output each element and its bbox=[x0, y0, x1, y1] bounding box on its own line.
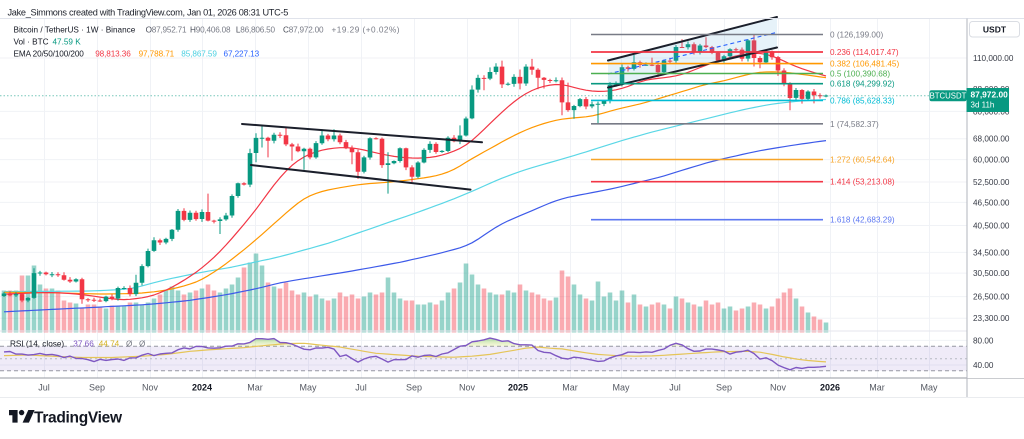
svg-text:52,500.00: 52,500.00 bbox=[973, 178, 1010, 187]
svg-text:40,500.00: 40,500.00 bbox=[973, 222, 1010, 231]
svg-text:O87,952.71: O87,952.71 bbox=[146, 25, 187, 34]
svg-text:May: May bbox=[612, 383, 630, 393]
svg-text:Jul: Jul bbox=[669, 383, 681, 393]
svg-text:Ø: Ø bbox=[139, 340, 146, 349]
svg-text:0.786 (85,628.33): 0.786 (85,628.33) bbox=[830, 96, 895, 105]
svg-text:Bitcoin / TetherUS · 1W · Bina: Bitcoin / TetherUS · 1W · Binance bbox=[14, 25, 136, 34]
svg-text:RSI (14, close): RSI (14, close) bbox=[10, 340, 64, 349]
svg-text:0 (126,199.00): 0 (126,199.00) bbox=[830, 31, 884, 40]
svg-text:USDT: USDT bbox=[983, 25, 1007, 35]
svg-text:Nov: Nov bbox=[459, 383, 476, 393]
svg-text:Mar: Mar bbox=[247, 383, 263, 393]
svg-text:87,972.00: 87,972.00 bbox=[971, 89, 1009, 99]
svg-text:BTCUSDT: BTCUSDT bbox=[930, 91, 967, 100]
svg-text:46,500.00: 46,500.00 bbox=[973, 198, 1010, 207]
svg-text:44.74: 44.74 bbox=[99, 340, 120, 349]
svg-text:Sep: Sep bbox=[716, 383, 732, 393]
svg-text:+19.29 (+0.02%): +19.29 (+0.02%) bbox=[332, 25, 401, 34]
svg-text:Ø: Ø bbox=[126, 340, 133, 349]
svg-text:23,300.00: 23,300.00 bbox=[973, 314, 1010, 323]
svg-text:30,500.00: 30,500.00 bbox=[973, 269, 1010, 278]
svg-text:2025: 2025 bbox=[508, 383, 528, 393]
svg-text:80.00: 80.00 bbox=[973, 336, 994, 345]
svg-text:May: May bbox=[299, 383, 317, 393]
svg-text:0.236 (114,017.47): 0.236 (114,017.47) bbox=[830, 48, 899, 57]
svg-text:0.618 (94,299.92): 0.618 (94,299.92) bbox=[830, 80, 895, 89]
svg-text:68,000.00: 68,000.00 bbox=[973, 135, 1010, 144]
svg-text:L86,806.50: L86,806.50 bbox=[236, 25, 276, 34]
svg-text:Jul: Jul bbox=[38, 383, 50, 393]
svg-text:May: May bbox=[920, 383, 938, 393]
svg-text:0.382 (106,481.45): 0.382 (106,481.45) bbox=[830, 60, 899, 69]
svg-text:1.414 (53,213.08): 1.414 (53,213.08) bbox=[830, 178, 895, 187]
svg-text:Jul: Jul bbox=[355, 383, 367, 393]
svg-text:1 (74,582.37): 1 (74,582.37) bbox=[830, 120, 879, 129]
svg-text:H90,406.08: H90,406.08 bbox=[190, 25, 231, 34]
svg-text:Sep: Sep bbox=[89, 383, 105, 393]
svg-text:Vol · BTC: Vol · BTC bbox=[14, 37, 49, 46]
svg-text:26,500.00: 26,500.00 bbox=[973, 293, 1010, 302]
svg-text:Sep: Sep bbox=[406, 383, 422, 393]
svg-text:0.5 (100,390.68): 0.5 (100,390.68) bbox=[830, 70, 890, 79]
svg-text:67,227.13: 67,227.13 bbox=[224, 49, 260, 58]
svg-text:TradingView: TradingView bbox=[34, 410, 123, 427]
svg-text:47.59 K: 47.59 K bbox=[53, 37, 82, 46]
svg-text:2026: 2026 bbox=[820, 383, 840, 393]
svg-text:Jake_Simmons created with Trad: Jake_Simmons created with TradingView.co… bbox=[8, 8, 289, 18]
svg-text:97,788.71: 97,788.71 bbox=[139, 49, 175, 58]
svg-text:Mar: Mar bbox=[869, 383, 885, 393]
svg-text:110,000.00: 110,000.00 bbox=[973, 54, 1014, 63]
svg-text:1.272 (60,542.64): 1.272 (60,542.64) bbox=[830, 156, 895, 165]
svg-text:Nov: Nov bbox=[770, 383, 787, 393]
svg-text:3d 11h: 3d 11h bbox=[971, 100, 995, 109]
svg-text:98,813.36: 98,813.36 bbox=[95, 49, 131, 58]
svg-text:2024: 2024 bbox=[192, 383, 212, 393]
svg-text:34,500.00: 34,500.00 bbox=[973, 248, 1010, 257]
svg-text:Nov: Nov bbox=[142, 383, 159, 393]
svg-text:37.66: 37.66 bbox=[73, 340, 94, 349]
svg-text:C87,972.00: C87,972.00 bbox=[283, 25, 324, 34]
svg-text:60,000.00: 60,000.00 bbox=[973, 156, 1010, 165]
svg-text:85,867.59: 85,867.59 bbox=[181, 49, 217, 58]
svg-text:Mar: Mar bbox=[562, 383, 578, 393]
svg-text:EMA 20/50/100/200: EMA 20/50/100/200 bbox=[14, 49, 85, 58]
svg-text:40.00: 40.00 bbox=[973, 361, 994, 370]
svg-text:1.618 (42,683.29): 1.618 (42,683.29) bbox=[830, 216, 895, 225]
